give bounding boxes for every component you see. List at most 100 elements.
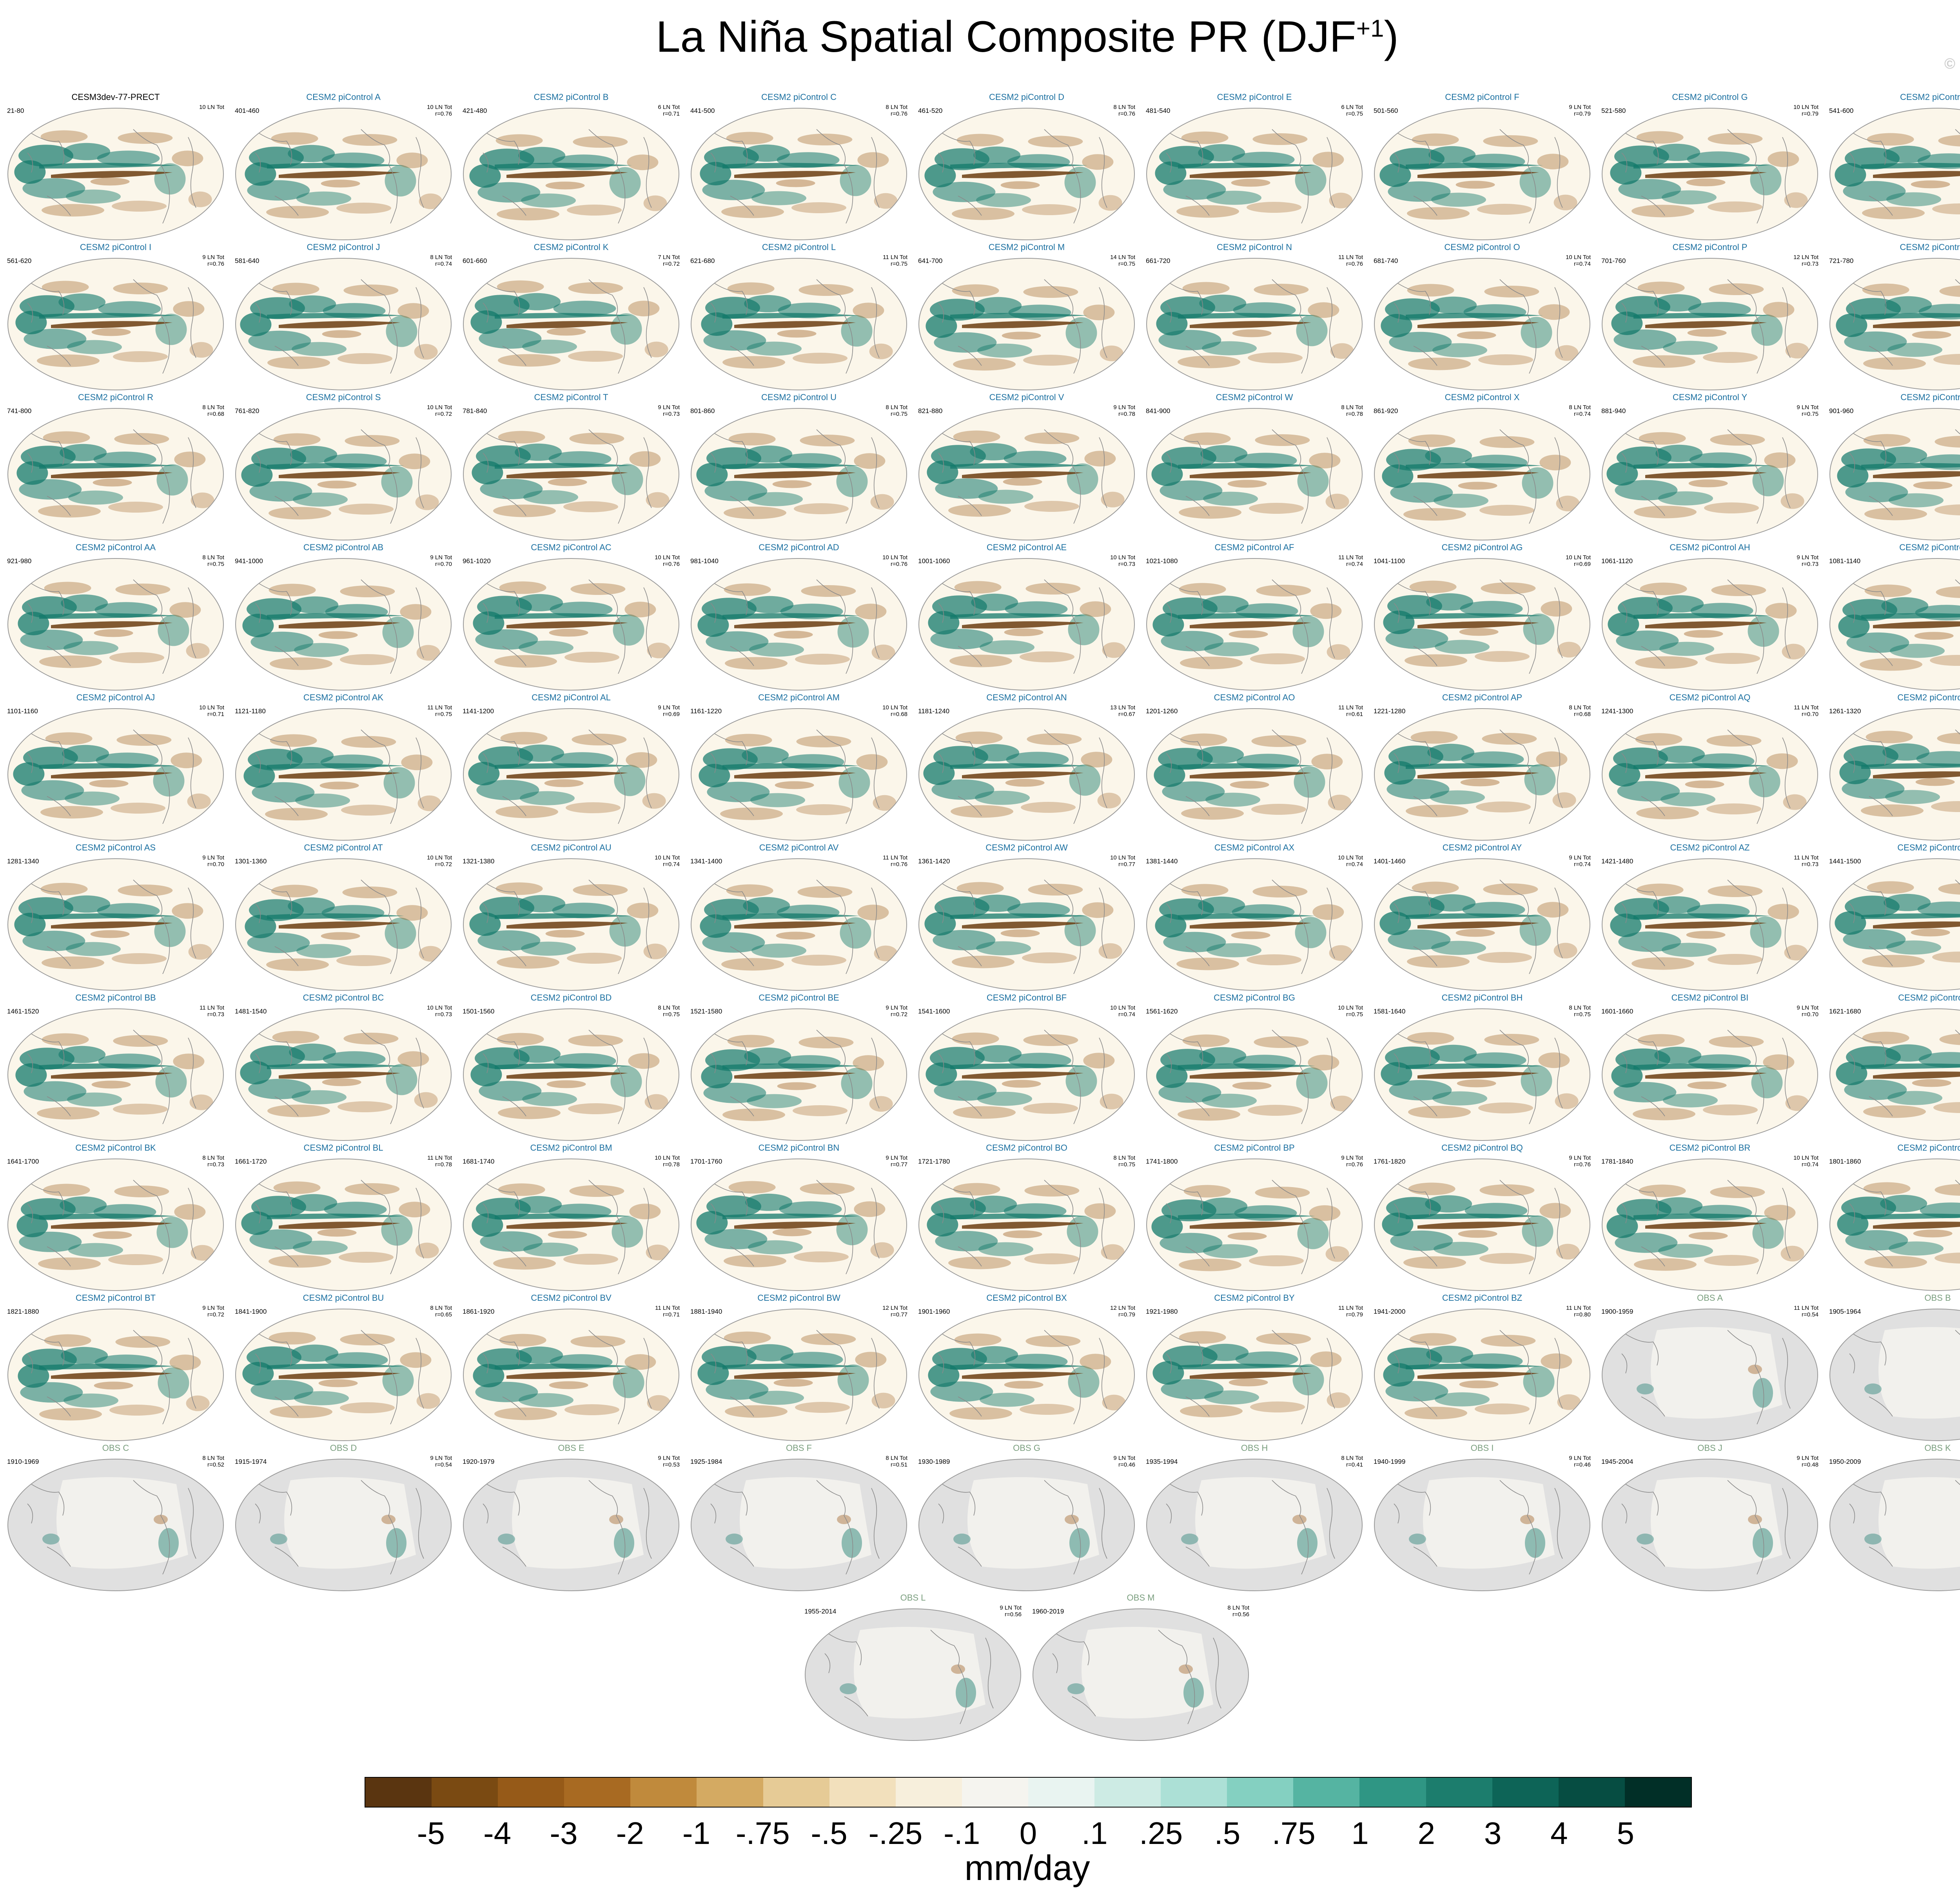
coastline [1849, 303, 1855, 323]
coastline [188, 137, 196, 208]
coastline [1272, 279, 1301, 315]
coastline [255, 903, 261, 923]
map-panel: CESM2 piControl BF 1541-1600 10 LN Tot r=0.… [915, 993, 1138, 1143]
panel-years: 1061-1120 [1601, 557, 1633, 565]
panel-years: 1201-1260 [1146, 707, 1178, 715]
robinson-map [1602, 558, 1818, 691]
dry-anomaly-patch [1254, 1036, 1309, 1048]
panel-title: CESM2 piControl AC [531, 542, 612, 552]
map-border [1146, 1459, 1363, 1591]
itcz-wet-band [950, 613, 1087, 619]
coastline [871, 437, 880, 508]
dry-anomaly-patch [270, 1405, 332, 1418]
coastline [710, 1203, 717, 1224]
wet-anomaly-patch [1430, 1044, 1477, 1062]
map-border [7, 1158, 224, 1291]
dry-anomaly-patch [874, 193, 898, 209]
colorbar-tick-label: .25 [1139, 1816, 1183, 1851]
map-border [691, 858, 907, 991]
coastline [255, 753, 261, 773]
wet-anomaly-patch [1202, 341, 1257, 355]
coastline [486, 733, 520, 765]
wet-anomaly-patch [697, 1362, 729, 1385]
wet-anomaly-patch [1653, 896, 1700, 914]
dry-anomaly-patch [1685, 780, 1724, 789]
wet-anomaly-patch [1886, 940, 1941, 955]
panel-event-count: 10 LN Tot [427, 1004, 452, 1011]
wet-anomaly-patch [479, 328, 542, 349]
coastline [938, 603, 944, 623]
map-panel: OBS L 1955-2014 9 LN Tot r=0.56 [801, 1593, 1025, 1743]
coastline [1299, 1215, 1309, 1275]
wet-anomaly-patch [707, 781, 770, 802]
equatorial-dry-tongue [279, 921, 400, 929]
wet-anomaly-patch [1069, 764, 1101, 796]
panel-title: CESM2 piControl O [1444, 242, 1520, 252]
panel-title: CESM2 piControl AL [532, 693, 611, 702]
coastline [388, 164, 398, 224]
wet-anomaly-patch [748, 1240, 803, 1255]
equatorial-dry-tongue [962, 321, 1083, 328]
panel-pattern-correlation: r=0.77 [891, 1311, 907, 1318]
itcz-wet-band [1406, 613, 1543, 619]
wet-anomaly-patch [841, 315, 873, 347]
dry-anomaly-patch [1784, 192, 1808, 208]
dry-anomaly-patch [797, 886, 853, 898]
map-border [1829, 708, 1960, 841]
coastline [942, 1334, 976, 1366]
coastline [1554, 887, 1563, 959]
panel-event-count: 9 LN Tot [202, 1305, 224, 1311]
coastline [483, 152, 489, 173]
panel-title: CESM2 piControl T [534, 392, 608, 402]
panel-pattern-correlation: r=0.76 [891, 111, 907, 118]
wet-anomaly-patch [1751, 1067, 1783, 1099]
panel-event-count: 10 LN Tot [1110, 554, 1135, 561]
wet-anomaly-patch [840, 1683, 857, 1694]
wet-anomaly-patch [1608, 613, 1639, 636]
dry-anomaly-patch [953, 358, 1016, 371]
panel-stats: 10 LN Tot r=0.72 [427, 854, 452, 868]
coastline [47, 346, 71, 366]
wet-anomaly-patch [842, 1528, 862, 1558]
robinson-map [463, 1008, 679, 1141]
wet-anomaly-patch [1384, 761, 1416, 785]
wet-anomaly-patch [1430, 296, 1477, 314]
dry-anomaly-patch [728, 1181, 776, 1194]
dry-anomaly-patch [1536, 751, 1568, 767]
coastline [361, 429, 390, 465]
dry-anomaly-patch [1082, 154, 1114, 170]
coastline [1394, 753, 1400, 773]
map-panel: CESM2 piControl BS1801-186012 LN Totr=0.… [1826, 1143, 1960, 1293]
coastline [1499, 879, 1529, 916]
panel-title: CESM2 piControl AD [759, 542, 839, 552]
equatorial-dry-tongue [1873, 1222, 1960, 1229]
panel-event-count: 8 LN Tot [658, 1004, 680, 1011]
dry-anomaly-patch [1765, 603, 1797, 619]
itcz-wet-band [950, 1063, 1087, 1069]
panel-years: 781-840 [463, 407, 487, 415]
dry-anomaly-patch [1403, 1256, 1466, 1269]
coastline [1099, 1188, 1107, 1259]
coastline [1727, 579, 1757, 615]
wet-anomaly-patch [472, 461, 503, 484]
wet-anomaly-patch [249, 481, 312, 502]
coastline [710, 453, 717, 473]
robinson-map [918, 408, 1135, 540]
panel-title: OBS B [1924, 1293, 1951, 1303]
panel-event-count: 10 LN Tot [199, 104, 224, 111]
panel-event-count: 12 LN Tot [882, 1305, 907, 1311]
panel-years: 1621-1680 [1829, 1008, 1861, 1015]
coastline [1853, 1033, 1887, 1066]
map-panel: CESM2 piControl AA 921-980 8 LN Tot r=0.75 [4, 542, 227, 693]
wet-anomaly-patch [1163, 932, 1226, 952]
map-border [235, 558, 452, 691]
dry-anomaly-patch [415, 494, 439, 510]
colorbar-tick-label: -2 [616, 1816, 644, 1851]
dry-anomaly-patch [1763, 302, 1795, 318]
coastline [47, 946, 71, 966]
wet-anomaly-patch [1294, 766, 1325, 798]
wet-anomaly-patch [1890, 644, 1945, 658]
panel-pattern-correlation: r=0.74 [663, 861, 680, 868]
coastline [31, 283, 65, 315]
coastline [31, 1033, 65, 1066]
